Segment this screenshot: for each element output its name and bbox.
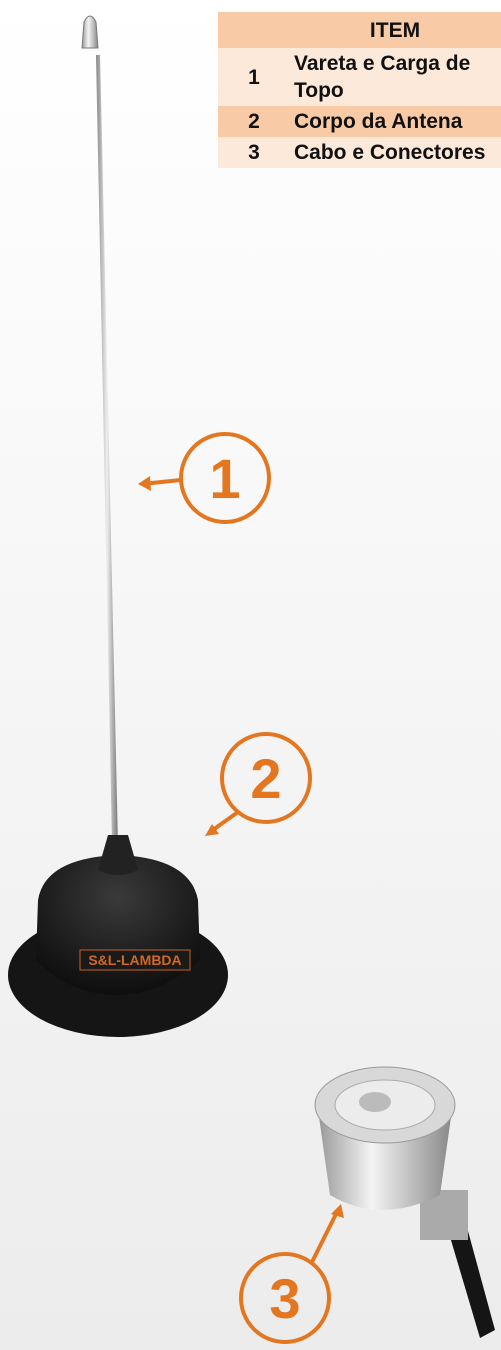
callout-number: 3 (269, 1267, 300, 1330)
base-label: S&L-LAMBDA (88, 952, 181, 968)
table-header: ITEM (218, 12, 501, 48)
callout-number: 2 (250, 747, 281, 810)
callout-arrow (312, 1210, 338, 1262)
rod (96, 55, 118, 845)
item-name: Cabo e Conectores (290, 137, 501, 168)
item-number: 2 (218, 106, 290, 137)
page: S&L-LAMBDA 1 2 3 ITEM 1Vareta e Carga de… (0, 0, 501, 1350)
item-name: Vareta e Carga de Topo (290, 48, 501, 106)
base-top (98, 835, 138, 875)
base-body (36, 855, 200, 995)
connector-pin (359, 1092, 391, 1112)
item-number: 3 (218, 137, 290, 168)
illustration: S&L-LAMBDA 1 2 3 (0, 0, 501, 1350)
rod-tip (82, 16, 98, 48)
item-name: Corpo da Antena (290, 106, 501, 137)
item-number: 1 (218, 48, 290, 106)
arrow-head (138, 476, 151, 491)
callout-number: 1 (209, 447, 240, 510)
